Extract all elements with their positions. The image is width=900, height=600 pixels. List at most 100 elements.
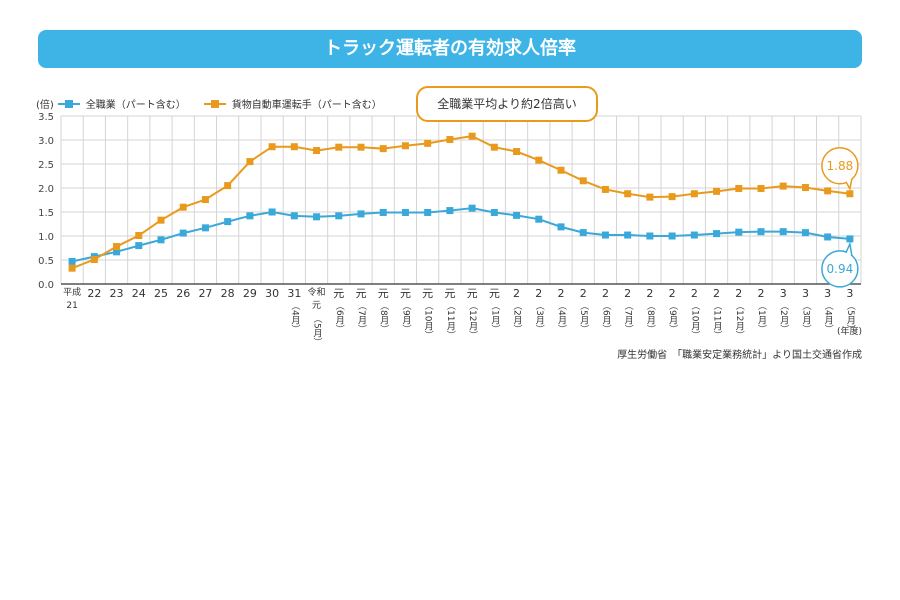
data-point	[757, 228, 765, 236]
x-tick-label-line: 元	[466, 287, 478, 300]
data-point	[468, 204, 476, 212]
x-tick-label: 3 （3月）	[794, 287, 816, 334]
x-tick-label: 2 （6月）	[594, 287, 616, 334]
x-tick-label-line: （1月）	[489, 301, 500, 334]
x-tick-label-line: （3月）	[800, 301, 811, 334]
data-point	[646, 232, 654, 240]
y-axis-unit: (倍)	[36, 100, 54, 111]
x-tick-label-line: 25	[154, 287, 168, 300]
data-point	[313, 147, 321, 155]
x-tick-label-line: 31	[287, 287, 302, 300]
x-tick-label-line: 元	[377, 287, 389, 300]
x-tick-label-line: 22	[87, 287, 102, 300]
data-point	[668, 232, 676, 240]
legend-marker-all-jobs	[57, 99, 80, 108]
data-point	[601, 231, 609, 239]
x-tick-label-line: 3	[846, 287, 854, 300]
x-tick-label-line: 2	[757, 287, 765, 300]
data-point	[557, 166, 565, 174]
data-point	[490, 143, 498, 151]
x-tick-label: 22	[83, 287, 105, 300]
x-tick-label: 2 （12月）	[728, 287, 750, 339]
x-tick-label-line: （9月）	[667, 301, 678, 334]
data-point	[357, 143, 365, 151]
x-tick-label: 2 （5月）	[572, 287, 594, 334]
series-line-0	[71, 207, 850, 263]
data-point	[401, 208, 409, 216]
data-point	[513, 148, 521, 156]
data-point	[135, 232, 143, 240]
x-tick-label-line: 2	[668, 287, 676, 300]
x-tick-label: 27	[194, 287, 216, 300]
data-point	[268, 208, 276, 216]
x-tick-label: 令和元 （5月）	[306, 287, 328, 347]
data-point	[135, 242, 143, 250]
data-point	[313, 213, 321, 221]
data-point	[801, 229, 809, 237]
x-tick-label: 26	[172, 287, 194, 300]
legend: (倍) 全職業（パート含む） 貨物自動車運転手（パート含む）	[36, 96, 382, 111]
callout-annotation: 全職業平均より約2倍高い	[416, 86, 598, 122]
x-tick-label-line: 2	[579, 287, 587, 300]
x-tick-label: 元（1月）	[483, 287, 505, 334]
y-tick-label: 3.0	[38, 136, 54, 147]
data-point	[379, 208, 387, 216]
x-tick-label: 3 （4月）	[817, 287, 839, 334]
data-point	[513, 211, 521, 219]
data-point	[357, 210, 365, 218]
x-tick-label: 29	[239, 287, 261, 300]
x-tick-label-line: 元	[312, 301, 322, 311]
x-tick-label: 2 （9月）	[661, 287, 683, 334]
data-point	[335, 143, 343, 151]
data-point	[157, 216, 165, 224]
data-point	[446, 207, 454, 215]
x-tick-label: 23	[106, 287, 128, 300]
x-tick-label-line: 元	[355, 287, 367, 300]
x-tick-label: 3 （2月）	[772, 287, 794, 334]
x-tick-label-line: 3	[801, 287, 809, 300]
x-tick-label-line: 元	[488, 287, 500, 300]
x-tick-label: 24	[128, 287, 150, 300]
data-point	[535, 215, 543, 223]
data-point	[379, 145, 387, 153]
data-point	[690, 231, 698, 239]
data-point	[113, 248, 121, 256]
data-point	[713, 187, 721, 195]
x-tick-label-line: （11月）	[711, 301, 722, 340]
data-point	[579, 229, 587, 237]
x-tick-label-line: 令和	[307, 288, 326, 298]
data-point	[157, 236, 165, 244]
y-tick-label: 2.0	[38, 184, 54, 195]
x-tick-label-line: （5月）	[844, 301, 855, 334]
x-tick-label-line: 元	[422, 287, 434, 300]
data-point	[224, 182, 232, 190]
x-tick-label-line: 21	[66, 301, 78, 311]
data-point	[468, 132, 476, 140]
data-point	[735, 228, 743, 236]
x-tick-label-line: 2	[535, 287, 543, 300]
x-tick-label-line: （8月）	[378, 301, 389, 334]
x-tick-label: 3 （5月）	[839, 287, 861, 334]
x-tick-label-line: （4月）	[556, 301, 566, 334]
data-point	[557, 223, 565, 231]
data-point	[579, 177, 587, 185]
data-point	[246, 212, 254, 220]
series-line-1	[71, 135, 851, 270]
data-point	[846, 235, 854, 243]
x-tick-label-line: （5月）	[578, 301, 589, 334]
data-point	[601, 185, 609, 193]
x-tick-label-line: 平成	[63, 288, 82, 298]
x-tick-label: 31 （4月）	[283, 287, 305, 334]
data-point	[179, 229, 187, 237]
x-tick-label-line: 26	[176, 287, 191, 300]
x-tick-label-line: （7月）	[622, 301, 633, 334]
x-tick-label-line: 2	[601, 287, 609, 300]
x-tick-label-line: 元	[444, 287, 456, 300]
x-tick-label-line: （12月）	[733, 301, 744, 340]
y-tick-label: 2.5	[38, 160, 54, 171]
data-point	[779, 182, 787, 190]
x-tick-label-line: 2	[646, 287, 654, 300]
data-point	[446, 136, 454, 144]
x-tick-label: 28	[217, 287, 239, 300]
x-tick-label-line: （9月）	[400, 301, 411, 334]
